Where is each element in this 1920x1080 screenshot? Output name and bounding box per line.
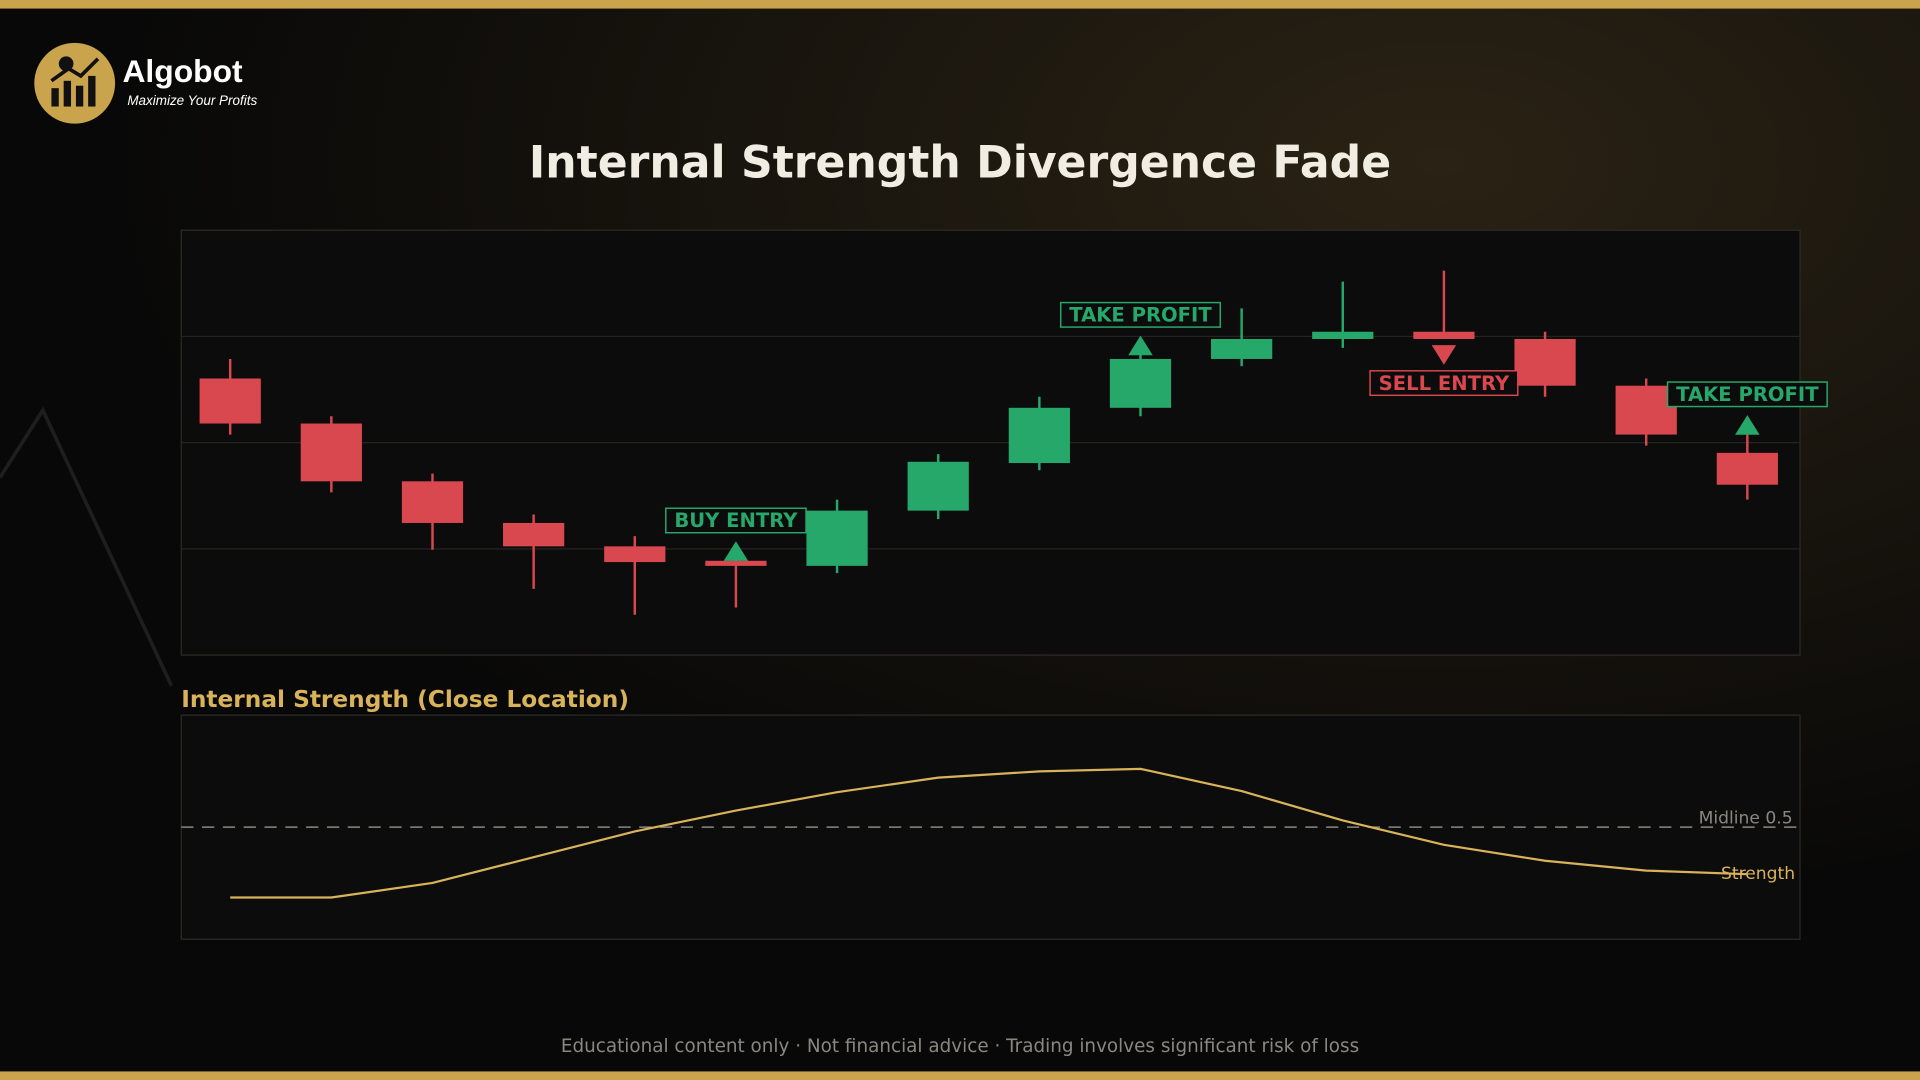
signal-label: TAKE PROFIT: [1069, 304, 1212, 327]
logo-icon: [63, 80, 72, 107]
candle-body: [199, 378, 261, 424]
panel-title: Internal Strength (Close Location): [181, 686, 629, 713]
candle-body: [604, 546, 666, 563]
signal-label-box: [1666, 381, 1828, 408]
candle-body: [1312, 331, 1374, 339]
signal-arrow: [723, 541, 749, 561]
candle-body: [1008, 407, 1070, 464]
series-label: Strength: [1721, 864, 1795, 884]
logo-icon: [88, 75, 96, 107]
disclaimer: Educational content only · Not financial…: [561, 1036, 1359, 1057]
candle-body: [401, 481, 464, 523]
logo-icon: [50, 57, 100, 83]
candle-body: [1514, 338, 1576, 386]
candle-body: [1211, 338, 1273, 359]
bottom-bar: [0, 1071, 1920, 1080]
decor-line: [0, 406, 174, 687]
candle-body: [1413, 331, 1475, 339]
signal-label: BUY ENTRY: [674, 509, 798, 532]
signal-arrow: [1128, 335, 1153, 356]
signal-label: TAKE PROFIT: [1676, 383, 1819, 406]
candle-body: [503, 522, 565, 547]
candle-body: [1109, 358, 1172, 408]
strength-panel: [180, 714, 1801, 940]
logo-icon: [58, 56, 74, 72]
signal-label: SELL ENTRY: [1379, 372, 1510, 395]
top-bar: [0, 0, 1920, 9]
logo-badge: [34, 42, 116, 124]
chart-title: Internal Strength Divergence Fade: [529, 137, 1391, 188]
candle-body: [1716, 452, 1778, 485]
candle-body: [1615, 385, 1677, 435]
signal-label-box: [1059, 301, 1222, 328]
logo: Algobot Maximize Your Profits: [34, 42, 257, 124]
signal-label-box: [1369, 370, 1519, 397]
logo-icon: [51, 88, 59, 107]
signal-arrow: [1431, 345, 1457, 365]
midline-label: Midline 0.5: [1699, 809, 1793, 829]
candle-body: [300, 423, 362, 482]
tagline: Maximize Your Profits: [127, 93, 257, 108]
brand: Algobot: [122, 53, 243, 89]
logo-icon: [75, 85, 84, 107]
candle-body: [806, 510, 868, 566]
candle-body: [907, 461, 969, 511]
signal-arrow: [1735, 415, 1760, 435]
strength-line: [230, 767, 1748, 899]
candle-body: [705, 560, 767, 566]
signal-label-box: [665, 507, 807, 534]
